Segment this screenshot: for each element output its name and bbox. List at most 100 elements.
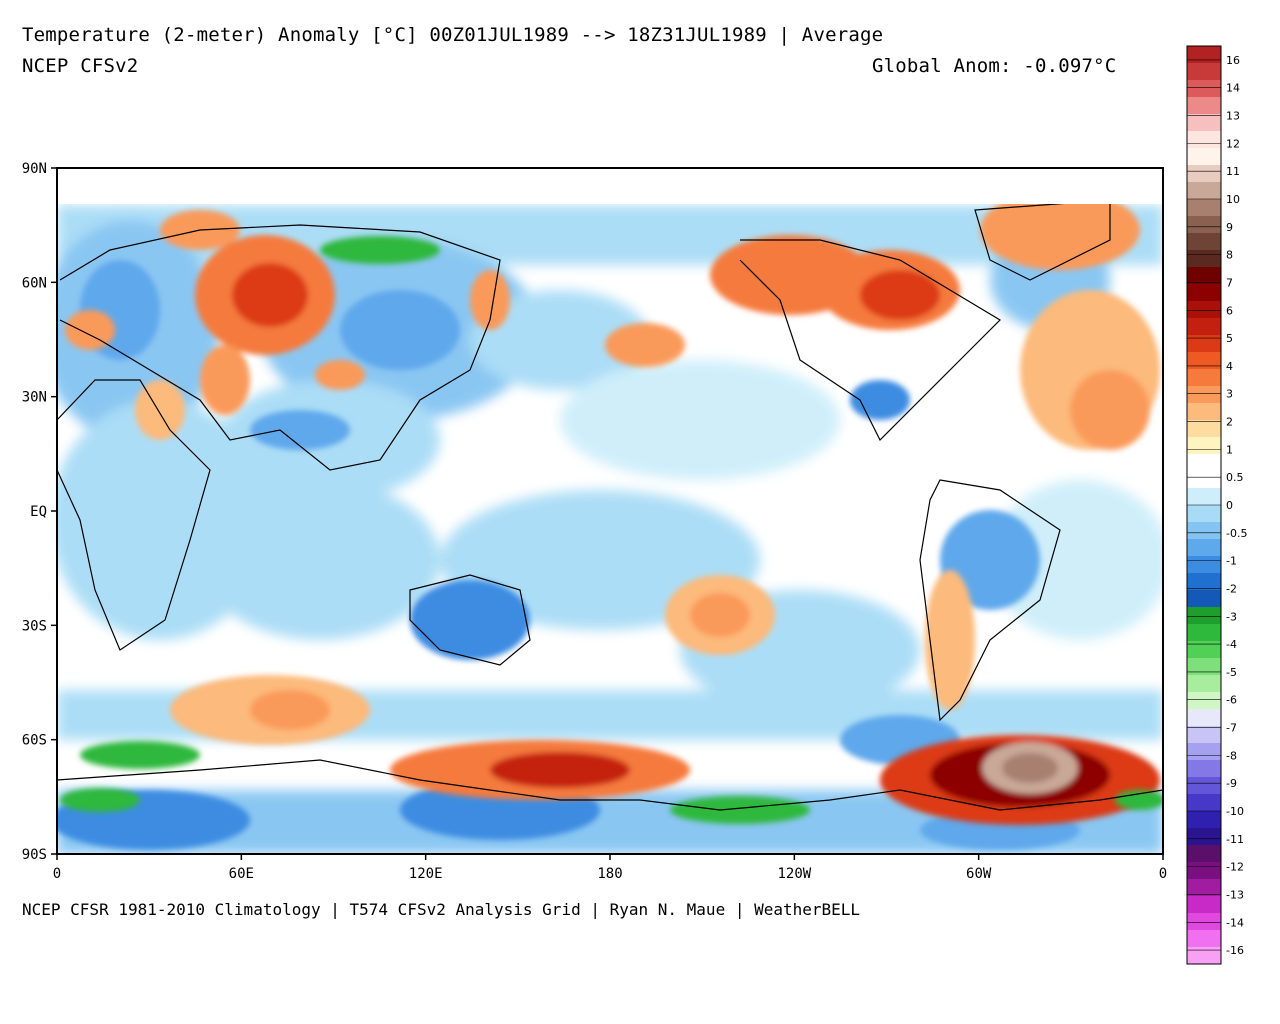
latitude-axis: 90N 60N 30N EQ 30S 60S 90S bbox=[22, 161, 57, 863]
colorbar-label: 5 bbox=[1226, 332, 1233, 345]
lon-tick-label: 120E bbox=[409, 866, 443, 882]
colorbar-swatch bbox=[1187, 794, 1221, 812]
lat-tick-label: EQ bbox=[30, 504, 47, 520]
colorbar-swatch bbox=[1187, 624, 1221, 642]
colorbar-label: -5 bbox=[1226, 666, 1237, 679]
global-anomaly: Global Anom: -0.097°C bbox=[872, 55, 1117, 77]
lat-tick-label: 60S bbox=[22, 733, 47, 749]
colorbar-label: -1 bbox=[1226, 555, 1237, 568]
lat-tick-label: 60N bbox=[22, 275, 47, 291]
colorbar-label: -13 bbox=[1226, 888, 1244, 901]
longitude-axis: 0 60E 120E 180 120W 60W 0 bbox=[53, 854, 1167, 882]
colorbar-swatch bbox=[1187, 369, 1221, 387]
colorbar-swatch bbox=[1187, 80, 1221, 98]
colorbar-label: 13 bbox=[1226, 110, 1240, 123]
colorbar-swatch bbox=[1187, 658, 1221, 676]
colorbar-label: 11 bbox=[1226, 165, 1240, 178]
colorbar-swatch bbox=[1187, 743, 1221, 761]
colorbar-swatch bbox=[1187, 913, 1221, 931]
colorbar-label: -8 bbox=[1226, 749, 1237, 762]
colorbar-swatch bbox=[1187, 165, 1221, 183]
model-name: NCEP CFSv2 bbox=[22, 55, 139, 77]
lat-tick-label: 30N bbox=[22, 390, 47, 406]
lon-tick-label: 60W bbox=[966, 866, 992, 882]
lon-tick-label: 60E bbox=[229, 866, 254, 882]
colorbar-label: -0.5 bbox=[1226, 527, 1247, 540]
colorbar-label: -11 bbox=[1226, 833, 1244, 846]
colorbar-label: 4 bbox=[1226, 360, 1233, 373]
colorbar-swatch bbox=[1187, 777, 1221, 795]
colorbar-label: 0 bbox=[1226, 499, 1233, 512]
lon-tick-label: 180 bbox=[597, 866, 622, 882]
colorbar-label: -16 bbox=[1226, 944, 1244, 957]
lat-tick-label: 30S bbox=[22, 618, 47, 634]
colorbar-swatch bbox=[1187, 352, 1221, 370]
colorbar-label: -12 bbox=[1226, 861, 1244, 874]
colorbar-swatch bbox=[1187, 199, 1221, 217]
colorbar-swatch bbox=[1187, 947, 1221, 965]
anomaly-field bbox=[57, 168, 1163, 854]
colorbar-label: 10 bbox=[1226, 193, 1240, 206]
colorbar-label: -6 bbox=[1226, 694, 1237, 707]
footer-credits: NCEP CFSR 1981-2010 Climatology | T574 C… bbox=[22, 900, 861, 919]
colorbar: 16 14 13 12 11 10 9 8 7 6 5 4 3 2 1 0.5 0 -0.5 -1 -2 -3 -4 -5 -… bbox=[1186, 45, 1247, 965]
colorbar-swatch bbox=[1187, 420, 1221, 438]
colorbar-swatch bbox=[1187, 46, 1221, 64]
colorbar-swatch bbox=[1187, 760, 1221, 778]
colorbar-swatch bbox=[1187, 556, 1221, 574]
colorbar-swatch bbox=[1187, 896, 1221, 914]
colorbar-swatch bbox=[1187, 573, 1221, 591]
lon-tick-label: 0 bbox=[1159, 866, 1167, 882]
colorbar-swatch bbox=[1187, 63, 1221, 81]
colorbar-label: 3 bbox=[1226, 388, 1233, 401]
colorbar-swatch bbox=[1187, 607, 1221, 625]
colorbar-label: -10 bbox=[1226, 805, 1244, 818]
colorbar-swatch bbox=[1187, 709, 1221, 727]
colorbar-label: 9 bbox=[1226, 221, 1233, 234]
colorbar-swatch bbox=[1187, 454, 1221, 472]
colorbar-swatch bbox=[1187, 114, 1221, 132]
colorbar-swatch bbox=[1187, 267, 1221, 285]
colorbar-swatch bbox=[1187, 131, 1221, 149]
lat-tick-label: 90S bbox=[22, 847, 47, 863]
colorbar-swatch bbox=[1187, 930, 1221, 948]
colorbar-swatch bbox=[1187, 641, 1221, 659]
colorbar-label: 2 bbox=[1226, 416, 1233, 429]
colorbar-swatch bbox=[1187, 216, 1221, 234]
colorbar-label: 14 bbox=[1226, 82, 1240, 95]
chart-title: Temperature (2-meter) Anomaly [°C] 00Z01… bbox=[22, 24, 884, 46]
colorbar-label: -4 bbox=[1226, 638, 1237, 651]
colorbar-swatch bbox=[1187, 318, 1221, 336]
colorbar-swatch bbox=[1187, 828, 1221, 846]
lat-tick-label: 90N bbox=[22, 161, 47, 177]
colorbar-swatch bbox=[1187, 539, 1221, 557]
colorbar-swatch bbox=[1187, 692, 1221, 710]
colorbar-swatch bbox=[1187, 845, 1221, 863]
colorbar-swatch bbox=[1187, 437, 1221, 455]
colorbar-swatch bbox=[1187, 471, 1221, 489]
colorbar-swatch bbox=[1187, 335, 1221, 353]
colorbar-swatch bbox=[1187, 675, 1221, 693]
colorbar-swatch bbox=[1187, 879, 1221, 897]
lon-tick-label: 0 bbox=[53, 866, 61, 882]
colorbar-label: -3 bbox=[1226, 610, 1237, 623]
colorbar-label: 16 bbox=[1226, 54, 1240, 67]
colorbar-swatch bbox=[1187, 233, 1221, 251]
colorbar-label: 6 bbox=[1226, 304, 1233, 317]
colorbar-label: -2 bbox=[1226, 582, 1237, 595]
colorbar-swatch bbox=[1187, 522, 1221, 540]
colorbar-swatch bbox=[1187, 148, 1221, 166]
colorbar-label: -14 bbox=[1226, 916, 1244, 929]
colorbar-label: 12 bbox=[1226, 137, 1240, 150]
colorbar-swatch bbox=[1187, 488, 1221, 506]
colorbar-swatch bbox=[1187, 862, 1221, 880]
lon-tick-label: 120W bbox=[777, 866, 811, 882]
colorbar-label: 7 bbox=[1226, 276, 1233, 289]
colorbar-label: -7 bbox=[1226, 722, 1237, 735]
colorbar-label: 8 bbox=[1226, 249, 1233, 262]
colorbar-swatch bbox=[1187, 284, 1221, 302]
colorbar-label: -9 bbox=[1226, 777, 1237, 790]
colorbar-swatch bbox=[1187, 726, 1221, 744]
colorbar-swatch bbox=[1187, 403, 1221, 421]
